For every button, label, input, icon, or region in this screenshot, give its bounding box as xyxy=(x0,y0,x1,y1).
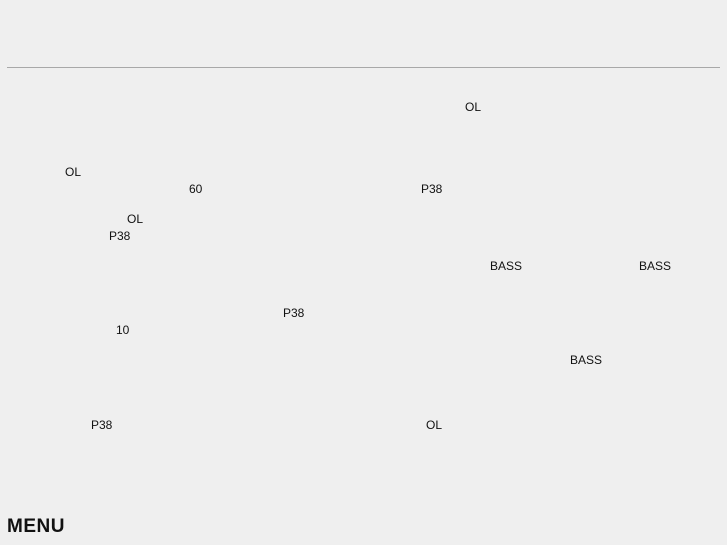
field-label[interactable]: OL xyxy=(65,165,82,179)
field-label[interactable]: P38 xyxy=(91,418,113,432)
menu-button[interactable]: MENU xyxy=(7,516,65,537)
field-label[interactable]: OL xyxy=(426,418,443,432)
field-label[interactable]: P38 xyxy=(421,182,443,196)
field-label[interactable]: 10 xyxy=(116,323,130,337)
field-label[interactable]: BASS xyxy=(490,259,523,273)
field-label[interactable]: BASS xyxy=(570,353,603,367)
field-label[interactable]: OL xyxy=(127,212,144,226)
field-label[interactable]: 60 xyxy=(189,182,203,196)
field-label[interactable]: P38 xyxy=(109,229,131,243)
field-label[interactable]: BASS xyxy=(639,259,672,273)
field-label[interactable]: OL xyxy=(465,100,482,114)
field-label[interactable]: P38 xyxy=(283,306,305,320)
top-divider xyxy=(7,67,720,68)
